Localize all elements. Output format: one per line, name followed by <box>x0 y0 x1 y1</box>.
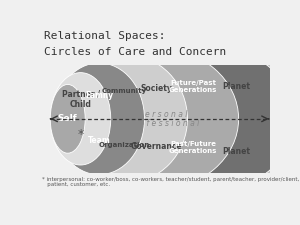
Ellipse shape <box>91 41 296 196</box>
Text: Planet: Planet <box>222 82 250 91</box>
Ellipse shape <box>62 54 188 183</box>
Ellipse shape <box>74 48 238 190</box>
Text: Planet: Planet <box>222 146 250 155</box>
Text: Future/Past
Generations: Future/Past Generations <box>169 80 218 93</box>
Text: Organization: Organization <box>99 142 150 148</box>
Ellipse shape <box>112 36 300 202</box>
Text: Family: Family <box>85 91 113 100</box>
Text: Relational Spaces:: Relational Spaces: <box>44 31 166 41</box>
Text: * interpersonal: co-worker/boss, co-workers, teacher/student, parent/teacher, pr: * interpersonal: co-worker/boss, co-work… <box>42 177 299 187</box>
Text: Partner /
Child: Partner / Child <box>61 90 100 109</box>
Ellipse shape <box>54 63 145 175</box>
Text: Past/Future
Generations: Past/Future Generations <box>169 141 218 154</box>
Text: *: * <box>77 128 84 142</box>
Text: Team: Team <box>88 136 110 145</box>
Text: Circles of Care and Concern: Circles of Care and Concern <box>44 47 227 57</box>
Text: P e r s o n a l: P e r s o n a l <box>138 110 188 119</box>
Text: Self: Self <box>58 114 78 123</box>
Ellipse shape <box>50 84 85 153</box>
Text: Society: Society <box>140 84 172 93</box>
Ellipse shape <box>50 73 111 165</box>
Text: P r o f e s s i o n a l: P r o f e s s i o n a l <box>127 119 199 128</box>
Text: Governance: Governance <box>130 142 182 151</box>
Text: Community: Community <box>102 88 147 94</box>
